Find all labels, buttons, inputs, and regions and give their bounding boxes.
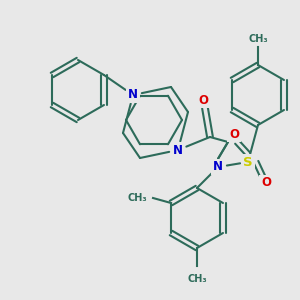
- Text: CH₃: CH₃: [128, 193, 147, 203]
- Text: S: S: [243, 155, 253, 169]
- Text: O: O: [198, 94, 208, 106]
- Text: N: N: [213, 160, 223, 173]
- Text: CH₃: CH₃: [187, 274, 207, 284]
- Text: O: O: [229, 128, 239, 140]
- Text: CH₃: CH₃: [248, 34, 268, 44]
- Text: O: O: [261, 176, 271, 190]
- Text: N: N: [128, 88, 138, 101]
- Text: N: N: [173, 143, 183, 157]
